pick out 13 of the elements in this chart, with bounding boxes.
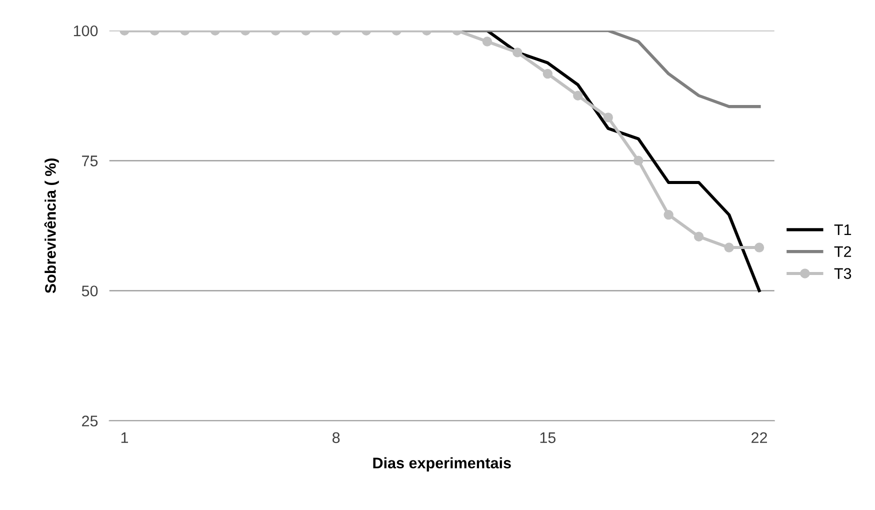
x-tick-label: 22 bbox=[752, 432, 767, 443]
y-tick-label: 25 bbox=[82, 416, 98, 426]
x-tick-label: 15 bbox=[540, 432, 556, 444]
legend-label: T1 bbox=[834, 224, 852, 236]
x-tick-label: 8 bbox=[332, 432, 340, 444]
y-tick-label: 100 bbox=[74, 25, 98, 36]
y-axis-title: Sobrevivência ( %) bbox=[44, 158, 59, 294]
x-axis-title: Dias experimentais bbox=[373, 457, 511, 472]
y-tick-label: 75 bbox=[82, 156, 98, 166]
legend-label: T3 bbox=[834, 268, 852, 279]
legend-label: T2 bbox=[834, 246, 852, 257]
y-tick-label: 50 bbox=[82, 286, 98, 296]
x-tick-label: 1 bbox=[121, 432, 128, 443]
